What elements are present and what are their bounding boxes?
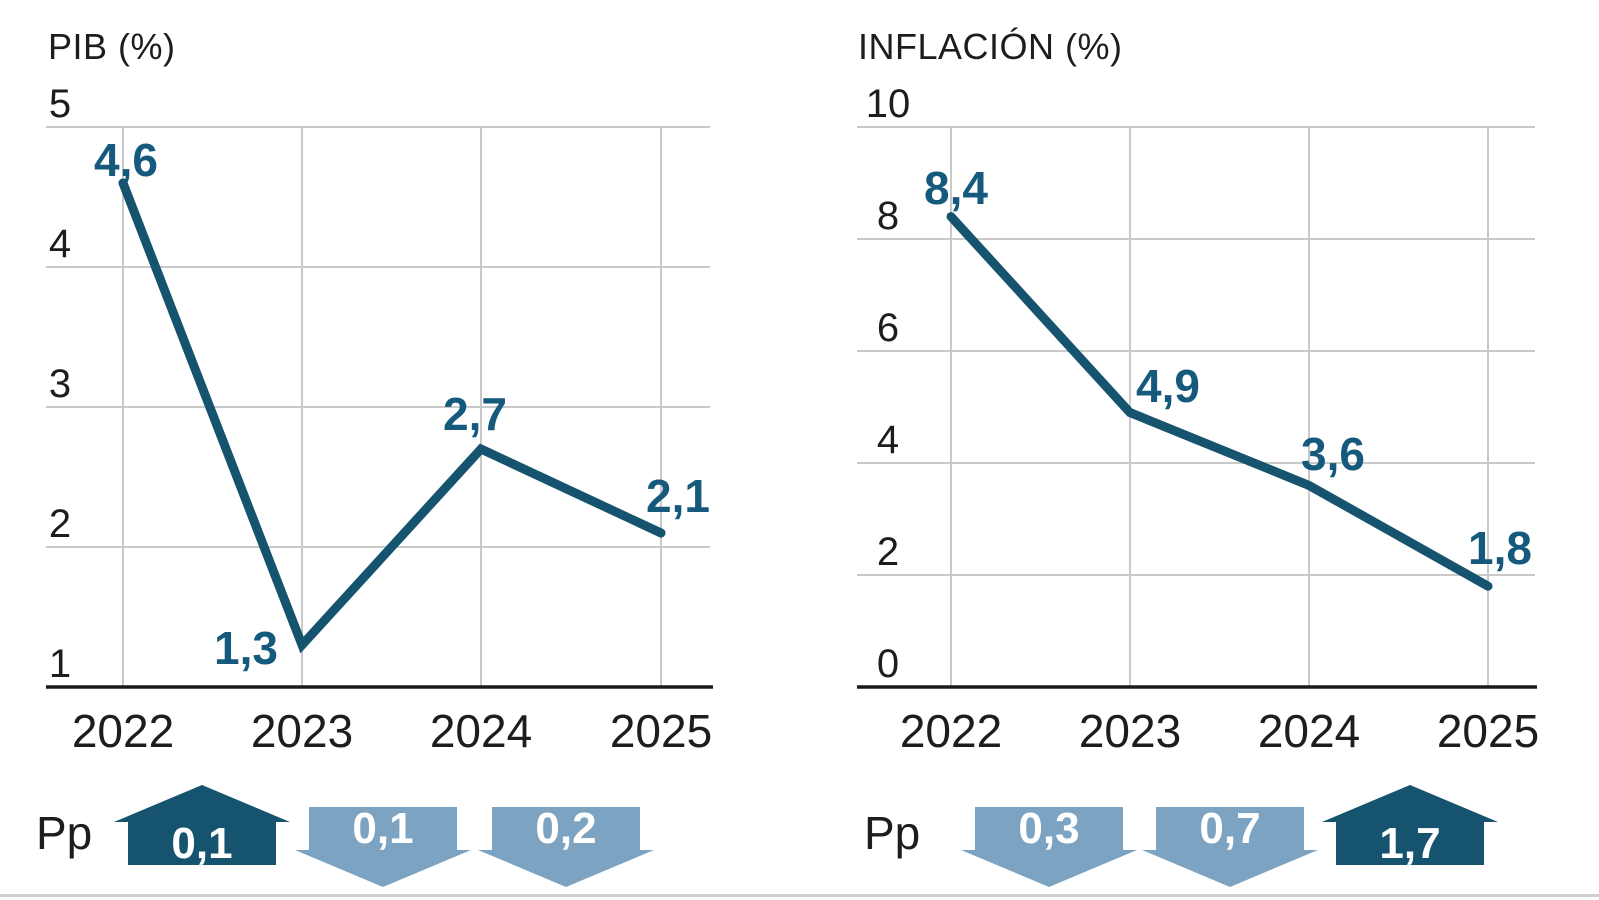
data-point-label: 1,8	[1468, 522, 1532, 574]
y-tick-label: 2	[877, 530, 899, 574]
x-tick-label: 2025	[1437, 705, 1539, 757]
pp-arrow-value: 1,7	[1379, 819, 1441, 868]
pp-arrow-value: 0,2	[535, 804, 597, 853]
pp-arrow-value: 0,7	[1199, 804, 1261, 853]
x-tick-label: 2024	[430, 705, 532, 757]
pp-label: Pp	[36, 807, 93, 859]
bottom-divider	[0, 894, 1599, 897]
y-tick-label: 8	[877, 194, 899, 238]
y-tick-label: 4	[49, 222, 71, 266]
x-tick-label: 2025	[610, 705, 712, 757]
x-tick-label: 2023	[251, 705, 353, 757]
pp-arrow-value: 0,1	[171, 819, 233, 868]
pp-arrow-value: 0,1	[352, 804, 414, 853]
up-arrow-icon	[1322, 785, 1498, 865]
down-arrow-icon	[961, 807, 1137, 887]
y-tick-label: 5	[49, 82, 71, 126]
pp-arrow-value: 0,3	[1018, 804, 1080, 853]
data-point-label: 1,3	[214, 622, 278, 674]
down-arrow-icon	[1142, 807, 1318, 887]
data-point-label: 2,1	[646, 470, 710, 522]
data-line	[946, 212, 1493, 591]
x-tick-label: 2024	[1258, 705, 1360, 757]
y-tick-label: 10	[866, 82, 911, 126]
pp-label: Pp	[864, 807, 921, 859]
pp-change-arrow: 1,7	[1322, 785, 1498, 868]
data-point-label: 4,6	[94, 134, 158, 186]
x-tick-label: 2022	[900, 705, 1002, 757]
down-arrow-icon	[295, 807, 471, 887]
data-point-label: 4,9	[1136, 360, 1200, 412]
y-tick-label: 6	[877, 306, 899, 350]
y-tick-label: 1	[49, 642, 71, 686]
inflacion-chart-title: INFLACIÓN (%)	[858, 26, 1123, 67]
data-line	[118, 178, 666, 654]
up-arrow-icon	[114, 785, 290, 865]
x-tick-label: 2022	[72, 705, 174, 757]
pib-chart-title: PIB (%)	[48, 26, 176, 67]
pp-change-arrow: 0,2	[478, 807, 654, 887]
data-point-label: 8,4	[924, 162, 988, 214]
y-tick-label: 4	[877, 418, 899, 462]
y-tick-label: 3	[49, 362, 71, 406]
pp-change-arrow: 0,7	[1142, 807, 1318, 887]
pp-change-arrow: 0,1	[114, 785, 290, 868]
x-tick-label: 2023	[1079, 705, 1181, 757]
pp-change-arrow: 0,3	[961, 807, 1137, 887]
data-point-label: 2,7	[443, 388, 507, 440]
data-point-label: 3,6	[1301, 428, 1365, 480]
y-tick-label: 0	[877, 642, 899, 686]
down-arrow-icon	[478, 807, 654, 887]
y-tick-label: 2	[49, 502, 71, 546]
pp-change-arrow: 0,1	[295, 807, 471, 887]
